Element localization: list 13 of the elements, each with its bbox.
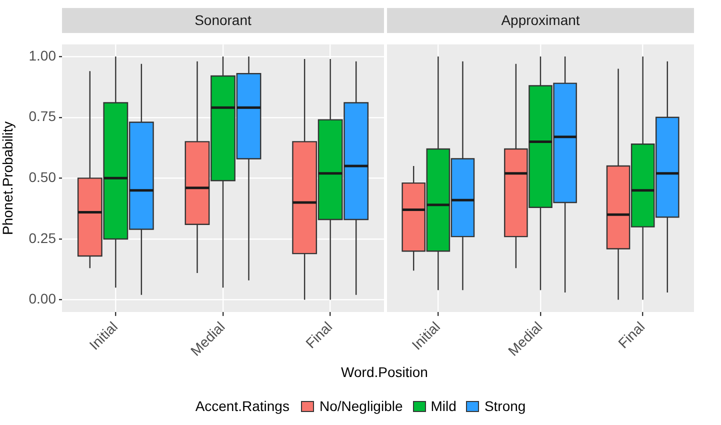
y-tick-label: 0.25: [28, 230, 56, 246]
y-tick-label: 0.50: [28, 169, 56, 186]
legend-label: Strong: [484, 398, 526, 414]
y-tick-label: 1.00: [28, 47, 56, 64]
chart-title: Approximant: [387, 8, 694, 33]
x-axis-title: Word.Position: [340, 364, 429, 380]
chart-title: Sonorant: [62, 8, 384, 33]
y-axis-title: Phonet.Probability: [0, 121, 16, 235]
legend-label: Mild: [430, 398, 456, 414]
y-tick-label: 0.75: [28, 108, 56, 124]
legend-title: Accent.Ratings: [195, 398, 290, 414]
legend-label: No/Negligible: [319, 398, 403, 414]
y-tick-label: 0.00: [28, 290, 56, 307]
